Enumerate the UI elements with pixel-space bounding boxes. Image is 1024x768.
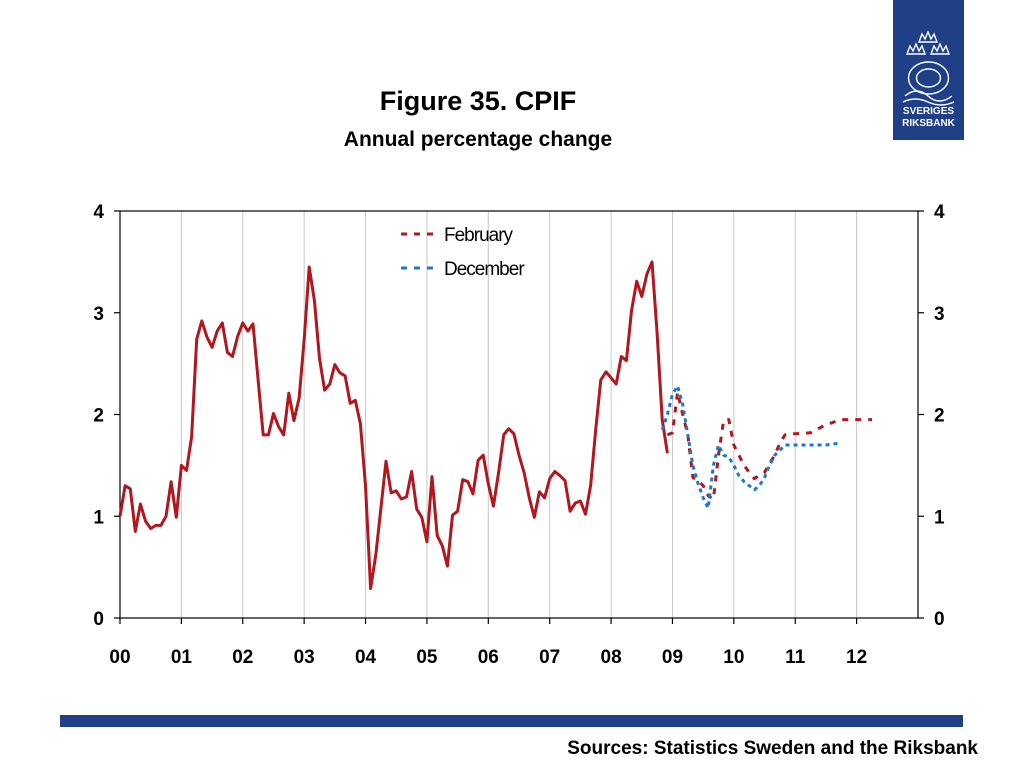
x-tick-label-08: 08 [601,647,622,668]
x-tick-label-09: 09 [662,647,683,668]
y-tick-label-right-4: 4 [934,202,945,223]
series-line-february [666,390,872,501]
x-tick-label-11: 11 [785,647,806,668]
x-tick-label-00: 00 [109,647,130,668]
riksbank-crest-icon [902,30,955,106]
legend-label-december: December [444,259,525,280]
y-tick-label-left-1: 1 [93,507,104,528]
legend-label-february: February [444,225,514,246]
riksbank-logo: SVERIGES RIKSBANK [893,0,964,140]
y-tick-label-left-4: 4 [93,202,104,223]
chart-subtitle: Annual percentage change [343,128,613,151]
y-tick-label-left-0: 0 [93,609,104,630]
logo-line-1: SVERIGES [902,106,955,117]
logo-line-2: RIKSBANK [902,118,955,129]
x-tick-label-01: 01 [171,647,193,668]
x-tick-label-04: 04 [355,647,377,668]
y-tick-label-right-1: 1 [934,507,945,528]
x-tick-label-03: 03 [294,647,315,668]
x-tick-label-12: 12 [846,647,867,668]
y-tick-label-right-2: 2 [934,406,945,427]
x-tick-label-06: 06 [478,647,499,668]
x-tick-label-10: 10 [723,647,744,668]
x-tick-label-07: 07 [539,647,560,668]
series-line-december [660,384,842,510]
source-note: Sources: Statistics Sweden and the Riksb… [567,738,978,759]
x-tick-label-02: 02 [232,647,253,668]
cpif-line-chart: 0 01 12 23 34 400 01 02 03 04 05 06 07 08 09 10 11 12Febr… [93,202,945,668]
y-tick-label-right-0: 0 [934,609,945,630]
footer-bar [60,715,963,727]
y-tick-label-left-3: 3 [93,304,104,325]
y-tick-label-left-2: 2 [93,406,104,427]
x-tick-label-05: 05 [416,647,438,668]
series-line-outcome [118,260,669,590]
chart-title: Figure 35. CPIF [379,86,577,116]
y-tick-label-right-3: 3 [934,304,945,325]
